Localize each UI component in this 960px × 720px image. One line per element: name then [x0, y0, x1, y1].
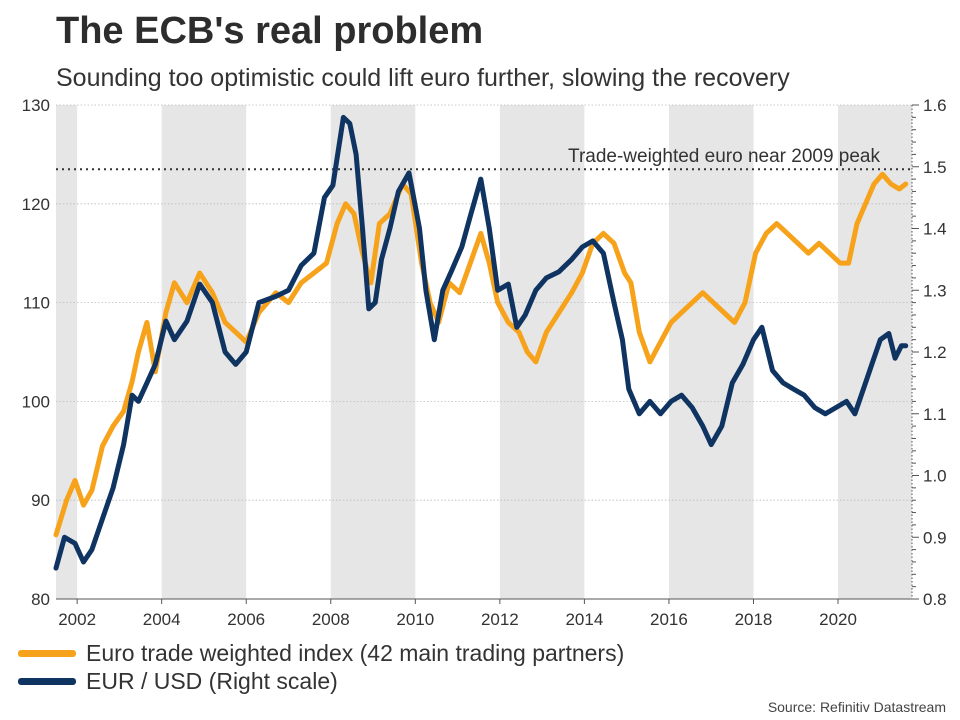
shaded-band-1 [161, 105, 247, 599]
chart-title: The ECB's real problem [56, 10, 484, 52]
legend-label-twi: Euro trade weighted index (42 main tradi… [86, 640, 625, 666]
x-tick-label: 2006 [227, 610, 265, 629]
x-tick-label: 2008 [312, 610, 350, 629]
y-left-tick-label: 100 [22, 392, 50, 411]
y-right-tick-label: 1.0 [923, 467, 947, 486]
source-note: Source: Refinitiv Datastream [767, 699, 946, 715]
chart-subtitle: Sounding too optimistic could lift euro … [56, 64, 790, 92]
x-tick-label: 2012 [481, 610, 519, 629]
y-right-tick-label: 1.5 [923, 158, 947, 177]
x-tick-label: 2002 [58, 610, 96, 629]
y-right-tick-label: 1.6 [923, 96, 947, 115]
legend-label-eurusd: EUR / USD (Right scale) [86, 668, 338, 694]
y-left-tick-label: 130 [22, 96, 50, 115]
x-tick-label: 2014 [565, 610, 603, 629]
y-right-tick-label: 1.2 [923, 343, 947, 362]
x-tick-label: 2010 [396, 610, 434, 629]
x-tick-label: 2020 [819, 610, 857, 629]
legend-swatch-eurusd [18, 678, 76, 685]
series-line-twi [53, 171, 909, 538]
y-left-tick-label: 90 [31, 491, 50, 510]
x-tick-label: 2004 [143, 610, 181, 629]
shaded-band-3 [499, 105, 585, 599]
y-left-tick-label: 120 [22, 195, 50, 214]
y-right-tick-label: 1.3 [923, 281, 947, 300]
y-right-tick-label: 0.8 [923, 590, 947, 609]
y-right-tick-label: 1.4 [923, 220, 947, 239]
shaded-band-4 [668, 105, 754, 599]
y-left-tick-label: 110 [23, 294, 50, 313]
legend-item-eurusd: EUR / USD (Right scale) [18, 668, 338, 695]
legend-item-twi: Euro trade weighted index (42 main tradi… [18, 640, 624, 667]
y-left-tick-label: 80 [31, 590, 50, 609]
series-line-eurusd [53, 114, 909, 571]
y-right-tick-label: 0.9 [923, 528, 947, 547]
reference-line-label: Trade-weighted euro near 2009 peak [568, 146, 880, 167]
legend-swatch-twi [18, 650, 76, 657]
y-right-tick-label: 1.1 [923, 405, 947, 424]
x-tick-label: 2018 [735, 610, 773, 629]
line-chart: 80 90 100 110 120 130 2002 2004 2006 2008 2010 2012… [22, 96, 947, 629]
shaded-band-0 [56, 105, 78, 599]
x-tick-label: 2016 [650, 610, 688, 629]
